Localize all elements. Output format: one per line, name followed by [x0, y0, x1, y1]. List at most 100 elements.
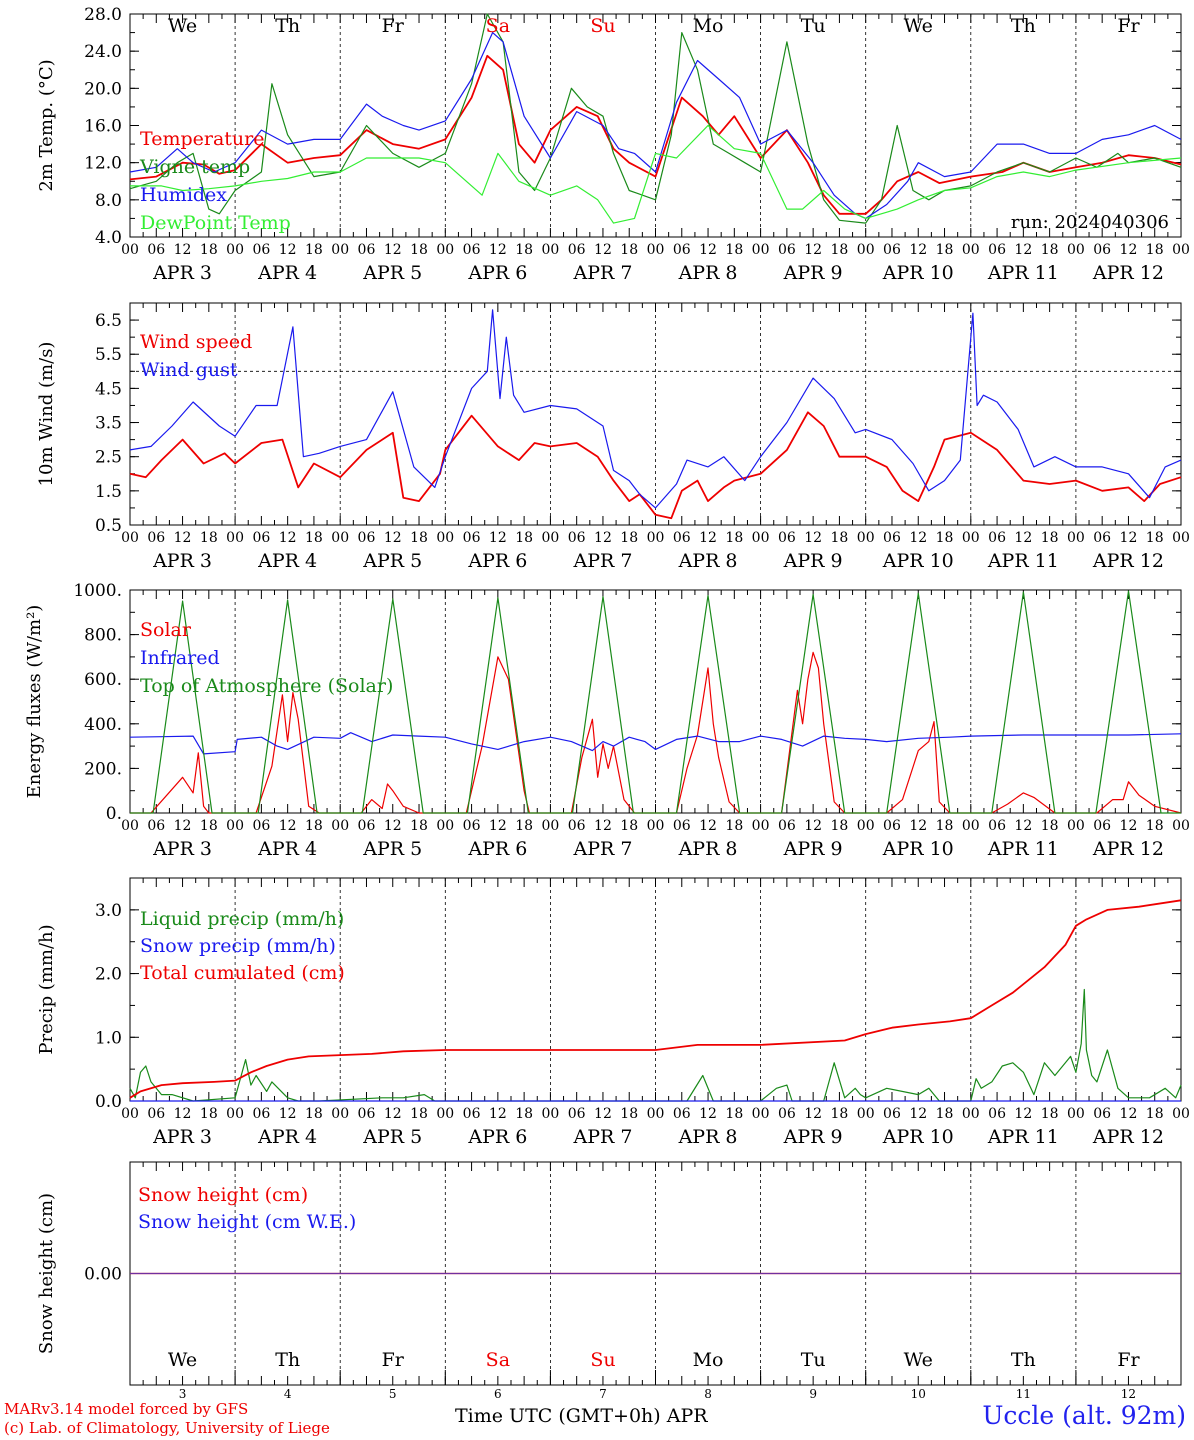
hour-tick-label: 00 — [962, 1106, 980, 1122]
y-tick-label: 4.5 — [95, 379, 122, 399]
legend-entry: Liquid precip (mm/h) — [140, 908, 344, 930]
date-label: APR 6 — [467, 550, 527, 572]
hour-tick-label: 00 — [857, 818, 875, 834]
hour-tick-label: 00 — [541, 242, 559, 258]
hour-tick-label: 18 — [1146, 1106, 1164, 1122]
hour-tick-label: 12 — [174, 530, 192, 546]
hour-tick-label: 12 — [594, 1106, 612, 1122]
hour-tick-label: 06 — [568, 1106, 586, 1122]
hour-tick-label: 18 — [200, 818, 218, 834]
y-tick-label: 1.0 — [95, 1028, 122, 1048]
hour-tick-label: 18 — [936, 530, 954, 546]
hour-tick-label: 18 — [200, 242, 218, 258]
date-label: APR 9 — [783, 838, 843, 860]
bottom-day-number: 3 — [179, 1387, 187, 1401]
hour-tick-label: 00 — [1172, 242, 1190, 258]
hour-tick-label: 18 — [936, 242, 954, 258]
hour-tick-label: 00 — [541, 818, 559, 834]
y-axis-label: Snow height (cm) — [36, 1193, 57, 1354]
hour-tick-label: 06 — [778, 242, 796, 258]
day-label-bottom: Mo — [693, 1349, 724, 1371]
y-tick-label: 400. — [84, 715, 122, 735]
hour-tick-label: 12 — [384, 242, 402, 258]
hour-tick-label: 18 — [936, 1106, 954, 1122]
hour-tick-label: 06 — [1093, 1106, 1111, 1122]
hour-tick-label: 06 — [883, 818, 901, 834]
hour-tick-label: 18 — [831, 1106, 849, 1122]
date-label: APR 4 — [257, 550, 317, 572]
date-label: APR 7 — [572, 1126, 632, 1148]
legend-entry: Top of Atmosphere (Solar) — [140, 675, 393, 697]
hour-tick-label: 12 — [699, 242, 717, 258]
date-label: APR 8 — [678, 262, 738, 284]
hour-tick-label: 12 — [909, 242, 927, 258]
hour-tick-label: 06 — [252, 242, 270, 258]
hour-tick-label: 18 — [410, 530, 428, 546]
hour-tick-label: 06 — [778, 530, 796, 546]
y-tick-label: 3.5 — [95, 414, 122, 434]
day-label-bottom: Fr — [1117, 1349, 1140, 1371]
hour-tick-label: 06 — [673, 530, 691, 546]
hour-tick-label: 12 — [1120, 1106, 1138, 1122]
footer-credits: MARv3.14 model forced by GFS (c) Lab. of… — [4, 1400, 330, 1438]
date-label: APR 4 — [257, 838, 317, 860]
date-label: APR 11 — [987, 550, 1059, 572]
hour-tick-label: 18 — [515, 818, 533, 834]
hour-tick-label: 00 — [1172, 1106, 1190, 1122]
station-name: Uccle (alt. 92m) — [982, 1401, 1186, 1430]
hour-tick-label: 18 — [831, 818, 849, 834]
hour-tick-label: 00 — [436, 242, 454, 258]
hour-tick-label: 00 — [1067, 242, 1085, 258]
hour-tick-label: 18 — [620, 1106, 638, 1122]
hour-tick-label: 12 — [909, 1106, 927, 1122]
hour-tick-label: 12 — [174, 242, 192, 258]
hour-tick-label: 12 — [594, 242, 612, 258]
hour-tick-label: 00 — [226, 818, 244, 834]
hour-tick-label: 12 — [804, 530, 822, 546]
hour-tick-label: 12 — [384, 530, 402, 546]
series-line-wind-gust — [129, 309, 1182, 509]
day-label-bottom: Fr — [382, 1349, 405, 1371]
hour-tick-label: 00 — [962, 242, 980, 258]
hour-tick-label: 12 — [384, 818, 402, 834]
day-label-top: Tu — [801, 15, 826, 37]
hour-tick-label: 18 — [410, 818, 428, 834]
hour-tick-label: 00 — [962, 818, 980, 834]
hour-tick-label: 18 — [515, 1106, 533, 1122]
x-axis-title: Time UTC (GMT+0h) APR — [455, 1405, 708, 1427]
bottom-day-number: 4 — [284, 1387, 292, 1401]
hour-tick-label: 18 — [1041, 530, 1059, 546]
hour-tick-label: 06 — [147, 530, 165, 546]
hour-tick-label: 18 — [1146, 242, 1164, 258]
hour-tick-label: 12 — [279, 818, 297, 834]
hour-tick-label: 00 — [226, 1106, 244, 1122]
legend-entry: Humidex — [140, 184, 227, 206]
hour-tick-label: 00 — [121, 818, 139, 834]
hour-tick-label: 06 — [358, 530, 376, 546]
hour-tick-label: 18 — [305, 818, 323, 834]
hour-tick-label: 12 — [594, 818, 612, 834]
hour-tick-label: 18 — [620, 242, 638, 258]
y-tick-label: 2.5 — [95, 448, 122, 468]
date-label: APR 11 — [987, 1126, 1059, 1148]
date-label: APR 9 — [783, 1126, 843, 1148]
hour-tick-label: 06 — [252, 530, 270, 546]
bottom-day-number: 9 — [809, 1387, 817, 1401]
day-label-top: Fr — [382, 15, 405, 37]
hour-tick-label: 06 — [358, 818, 376, 834]
hour-tick-label: 06 — [463, 242, 481, 258]
date-label: APR 12 — [1092, 1126, 1164, 1148]
date-label: APR 5 — [362, 262, 422, 284]
hour-tick-label: 12 — [594, 530, 612, 546]
date-label: APR 6 — [467, 1126, 527, 1148]
date-label: APR 6 — [467, 262, 527, 284]
y-tick-label: 1.5 — [95, 482, 122, 502]
hour-tick-label: 18 — [1041, 1106, 1059, 1122]
y-tick-label: 8.0 — [95, 191, 122, 211]
hour-tick-label: 12 — [1014, 818, 1032, 834]
date-label: APR 8 — [678, 838, 738, 860]
hour-tick-label: 00 — [752, 818, 770, 834]
hour-tick-label: 06 — [463, 1106, 481, 1122]
y-tick-label: 1000. — [73, 581, 122, 601]
y-tick-label: 200. — [84, 759, 122, 779]
